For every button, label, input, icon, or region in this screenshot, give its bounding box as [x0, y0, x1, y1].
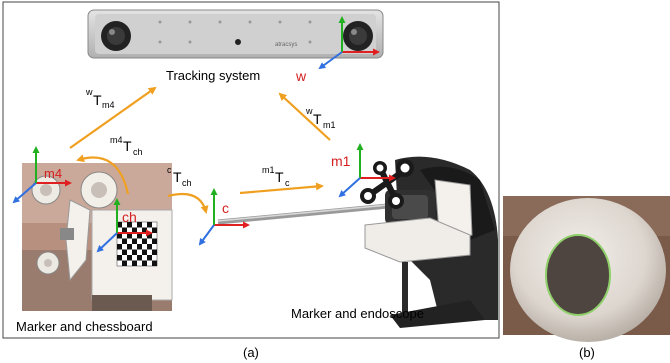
marker-endoscope-label: Marker and endoscope: [291, 306, 424, 321]
svg-text:T: T: [93, 92, 102, 108]
transform-label-c-ch: c T ch: [167, 165, 192, 188]
arrow-m4-ch: [76, 154, 130, 195]
phantom-opening: [546, 235, 610, 315]
endoscope-shaft: [217, 203, 389, 225]
m4-frame-label: m4: [44, 166, 62, 181]
transform-label-m4-ch: m4 T ch: [110, 135, 143, 157]
tracker-brand-text: atracsys: [275, 42, 297, 48]
caption-a: (a): [243, 345, 259, 360]
c-frame-label: c: [222, 200, 229, 216]
m1-axes: [338, 143, 396, 198]
endoscope-marker: [360, 159, 414, 209]
panel-b-photo: [503, 196, 670, 342]
tracker-left-camera: [101, 21, 131, 51]
svg-text:m4: m4: [102, 100, 115, 110]
tracking-system-label: Tracking system: [166, 68, 260, 83]
m1-frame-label: m1: [331, 153, 351, 169]
tracker-right-camera: [343, 21, 373, 51]
transform-label-m1-c: m1 T c: [262, 165, 290, 188]
svg-text:w: w: [305, 106, 313, 116]
world-axes: [318, 16, 380, 70]
svg-text:ch: ch: [133, 147, 143, 157]
chessboard-rig-photo: [22, 163, 173, 311]
ch-axes: [96, 198, 153, 253]
arrow-m1-c: [239, 182, 324, 195]
svg-text:c: c: [167, 165, 172, 175]
svg-text:T: T: [275, 169, 284, 185]
svg-text:T: T: [123, 138, 132, 154]
svg-text:ch: ch: [182, 178, 192, 188]
world-frame-label: w: [295, 68, 307, 84]
rig-knob: [60, 228, 74, 240]
svg-text:T: T: [313, 111, 322, 127]
c-axes: [198, 188, 250, 246]
transform-label-w-m1: w T m1: [305, 106, 336, 130]
chessboard-pattern: [116, 221, 158, 267]
detected-ring: [545, 234, 611, 316]
caption-b: (b): [579, 345, 595, 360]
arrow-w-m4: [69, 86, 157, 149]
svg-text:w: w: [85, 87, 93, 97]
svg-text:m1: m1: [262, 165, 275, 175]
arrow-w-m1: [278, 92, 331, 141]
arrow-c-ch: [167, 192, 209, 214]
tracking-system-device: atracsys: [87, 9, 384, 59]
marker-chessboard-label: Marker and chessboard: [16, 319, 153, 334]
world-z-axis: [318, 51, 343, 70]
svg-text:T: T: [173, 169, 182, 185]
ch-frame-label: ch: [122, 209, 137, 225]
svg-text:c: c: [285, 178, 290, 188]
svg-text:m1: m1: [323, 120, 336, 130]
tracker-center-led: [235, 39, 241, 45]
transform-label-w-m4: w T m4: [85, 87, 115, 110]
endoscope-photo: [217, 156, 498, 328]
m4-axes: [12, 146, 72, 204]
svg-text:m4: m4: [110, 135, 123, 145]
